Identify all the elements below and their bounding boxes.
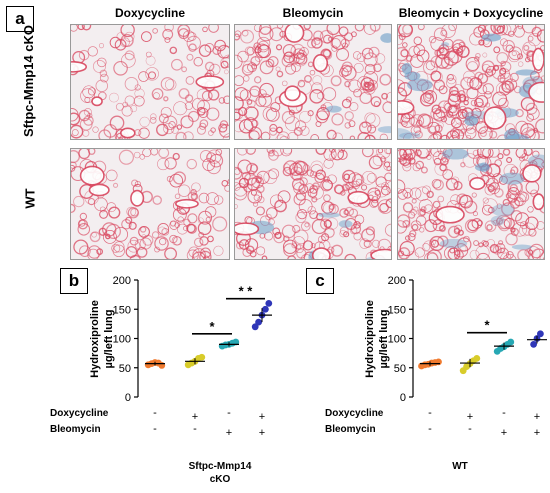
chart-b-row-label: Doxycycline: [50, 408, 109, 419]
chart-b-data-point: [265, 300, 273, 307]
chart-c-sign: -: [502, 407, 506, 419]
chart-b-y-label-line: Hydroxiproline: [89, 300, 101, 378]
micrograph-cko-doxycycline: [70, 24, 230, 140]
chart-c-data-point: [435, 358, 442, 366]
chart-b-sign: -: [193, 423, 197, 435]
micrograph-wt-doxycycline: [70, 148, 230, 260]
chart-b-y-tick-label: 150: [113, 304, 131, 316]
chart-c-svg: 0 50 100 150 200 Hydroxiproline µg/left lung * D…: [325, 275, 547, 439]
chart-c-significance-label: *: [484, 318, 490, 333]
chart-b-data-point: [255, 318, 262, 326]
chart-b-data-point: [198, 353, 206, 361]
chart-b-y-tick-label: 100: [113, 334, 131, 346]
chart-c-y-label-line: Hydroxiproline: [364, 300, 376, 378]
chart-b-sign: +: [259, 411, 265, 423]
row-label-cko: Sftpc-Mmp14 cKO: [21, 19, 37, 143]
chart-b-sign: +: [192, 411, 198, 423]
column-title-bleomycin-doxycycline: Bleomycin + Doxycycline: [398, 6, 544, 20]
chart-b-caption-line2: cKO: [209, 474, 231, 485]
panel-label-a: a: [6, 6, 34, 32]
chart-c-sign: +: [534, 427, 540, 439]
chart-b-significance-label: * *: [239, 284, 254, 299]
chart-b-sign: -: [153, 407, 157, 419]
chart-c-sign: -: [468, 423, 472, 435]
chart-b-y-tick-label: 200: [113, 275, 131, 287]
row-label-cko-text: Sftpc-Mmp14 cKO: [21, 25, 36, 137]
chart-b-significance-label: *: [209, 319, 215, 334]
chart-c-y-tick-label: 0: [400, 392, 406, 404]
micrograph-cko-bleo-dox-image: [398, 25, 544, 139]
chart-c-sign: -: [428, 407, 432, 419]
micrograph-wt-bleo-dox-image: [398, 149, 544, 259]
chart-c-sign: +: [467, 411, 473, 423]
chart-b-data-point: [158, 362, 166, 369]
chart-b-row-label: Bleomycin: [50, 424, 101, 435]
chart-c-caption: WT: [420, 460, 500, 473]
chart-c-y-label-line: µg/left lung: [378, 310, 390, 369]
micrograph-cko-bleomycin-image: [235, 25, 391, 139]
chart-c-sign: -: [428, 423, 432, 435]
chart-b-data-point: [262, 305, 269, 313]
chart-b-y-label-line: µg/left lung: [103, 310, 115, 369]
micrograph-cko-doxycycline-image: [71, 25, 229, 139]
panel-label-b: b: [60, 268, 88, 294]
chart-c: 0 50 100 150 200 Hydroxiproline µg/left lung * D…: [275, 262, 550, 452]
chart-b-y-tick-label: 50: [119, 363, 131, 375]
chart-b-data-point: [251, 323, 259, 331]
column-title-bleomycin: Bleomycin: [282, 6, 344, 20]
chart-b: 0 50 100 150 200 Hydroxiproline µg/left lung * *…: [0, 262, 275, 452]
chart-c-sign: +: [534, 411, 540, 423]
micrograph-cko-bleomycin-doxycycline: [397, 24, 545, 140]
chart-c-caption-line1: WT: [452, 461, 468, 472]
chart-b-data-point: [232, 338, 240, 346]
chart-c-data-point: [530, 340, 537, 348]
chart-c-y-tick-label: 150: [388, 304, 406, 316]
chart-b-sign: +: [226, 427, 232, 439]
chart-b-svg: 0 50 100 150 200 Hydroxiproline µg/left lung * *…: [50, 275, 273, 439]
chart-c-data-point: [537, 330, 544, 338]
chart-b-caption-line1: Sftpc-Mmp14: [188, 461, 252, 472]
chart-c-sign: +: [501, 427, 507, 439]
chart-c-y-tick-label: 100: [388, 334, 406, 346]
chart-c-row-label: Bleomycin: [325, 424, 376, 435]
chart-c-data-point: [473, 354, 481, 362]
chart-b-sign: +: [259, 427, 265, 439]
chart-c-row-label: Doxycycline: [325, 408, 384, 419]
chart-c-data-point: [507, 338, 515, 346]
chart-b-sign: -: [227, 407, 231, 419]
chart-b-y-tick-label: 0: [125, 392, 131, 404]
chart-b-sign: -: [153, 423, 157, 435]
panel-label-c: c: [306, 268, 334, 294]
chart-b-caption: Sftpc-Mmp14 cKO: [165, 460, 275, 486]
chart-c-y-tick-label: 50: [394, 363, 406, 375]
micrograph-wt-bleomycin: [234, 148, 392, 260]
column-title-doxycycline: Doxycycline: [114, 6, 186, 20]
micrograph-cko-bleomycin: [234, 24, 392, 140]
micrograph-wt-bleomycin-doxycycline: [397, 148, 545, 260]
micrograph-wt-bleomycin-image: [235, 149, 391, 259]
micrograph-wt-doxycycline-image: [71, 149, 229, 259]
row-label-wt: WT: [22, 188, 38, 209]
chart-c-y-tick-label: 200: [388, 275, 406, 287]
